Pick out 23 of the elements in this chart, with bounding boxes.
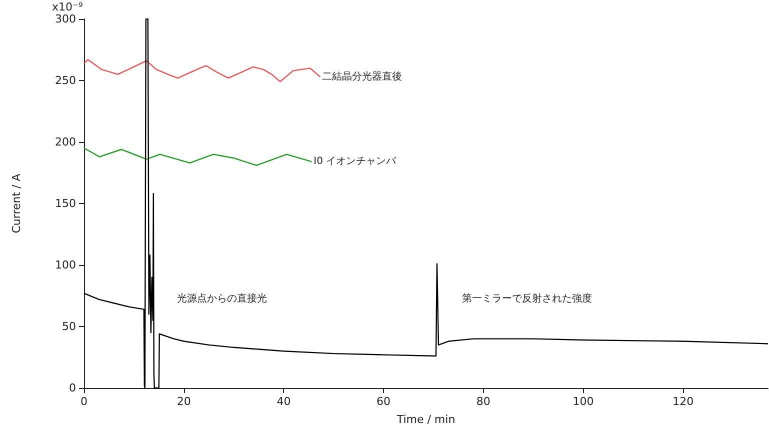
series-label: 二結晶分光器直後 (322, 70, 402, 82)
x-tick-label: 0 (80, 395, 88, 408)
x-tick-label: 20 (176, 395, 191, 408)
annotation: 光源点からの直接光 (177, 292, 267, 304)
x-axis-title: Time / min (396, 413, 456, 426)
text: x10⁻⁹ (52, 0, 83, 14)
y-tick-label: 50 (62, 320, 76, 333)
y-tick-label: 250 (55, 74, 76, 87)
x-tick-label: 40 (276, 395, 291, 408)
line-series (83, 148, 312, 166)
x-tick-label: 120 (672, 395, 694, 408)
x-tick-label: 80 (476, 395, 490, 408)
y-tick-label: 300 (55, 12, 76, 26)
y-axis-title: Current / A (10, 173, 23, 234)
line-series (83, 58, 321, 82)
x-tick-label: 60 (376, 395, 391, 408)
y-tick-label: 0 (69, 382, 76, 394)
y-tick-label: 100 (55, 258, 76, 272)
y-tick-label: 200 (55, 136, 76, 148)
annotation: 第一ミラーで反射された強度 (462, 292, 592, 304)
x-tick-label: 100 (572, 395, 594, 408)
series-label: I0 イオンチャンバ (314, 156, 398, 168)
y-tick-label: 150 (55, 197, 76, 210)
